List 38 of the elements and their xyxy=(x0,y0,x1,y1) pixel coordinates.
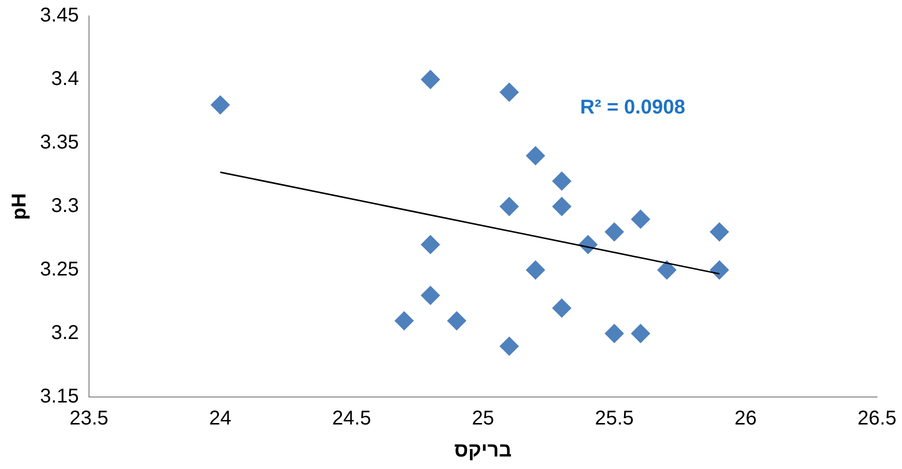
x-tick-label: 25.5 xyxy=(594,408,634,430)
point xyxy=(631,324,650,343)
point xyxy=(552,197,572,216)
point xyxy=(526,146,545,166)
point xyxy=(604,222,624,242)
point xyxy=(210,95,230,114)
x-tick-label: 25 xyxy=(472,408,494,430)
y-axis-title: pH xyxy=(8,193,31,220)
point xyxy=(710,260,729,280)
y-tick-label: 3.45 xyxy=(40,4,79,27)
x-tick-label: 24.5 xyxy=(332,408,372,430)
y-tick-label: 3.15 xyxy=(40,386,79,408)
point xyxy=(552,172,572,191)
y-tick-label: 3.3 xyxy=(51,195,79,218)
x-tick-label: 26 xyxy=(734,408,757,430)
point xyxy=(447,311,466,330)
point xyxy=(552,298,572,318)
point xyxy=(500,197,519,216)
point xyxy=(420,286,440,305)
annotation: R² = 0.0908 xyxy=(580,96,686,119)
point xyxy=(604,324,624,343)
y-tick-label: 3.25 xyxy=(40,258,79,281)
point xyxy=(394,311,414,330)
y-tick-label: 3.35 xyxy=(40,132,79,154)
point xyxy=(420,235,440,254)
x-tick-label: 24 xyxy=(209,408,232,430)
point xyxy=(710,222,729,242)
point xyxy=(631,210,650,229)
point xyxy=(500,336,519,356)
x-tick-label: 26.5 xyxy=(858,408,896,430)
y-tick-label: 3.4 xyxy=(51,68,79,90)
point xyxy=(420,70,440,89)
point xyxy=(657,260,676,280)
x-axis-title: בריקס xyxy=(454,440,512,462)
y-tick-label: 3.2 xyxy=(51,322,79,344)
point xyxy=(526,260,545,280)
x-tick-label: 23.5 xyxy=(69,408,108,430)
point xyxy=(500,82,519,102)
